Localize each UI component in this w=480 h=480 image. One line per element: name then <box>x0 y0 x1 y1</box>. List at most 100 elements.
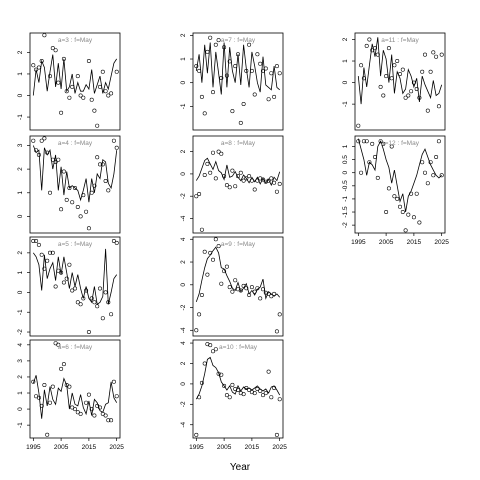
data-point <box>211 150 216 155</box>
data-point <box>84 209 89 214</box>
y-tick-label: 2 <box>17 50 24 54</box>
data-point <box>409 89 414 94</box>
data-point <box>61 362 66 367</box>
data-point <box>47 400 52 405</box>
y-tick-label: -1 <box>180 103 187 109</box>
data-point <box>269 294 274 299</box>
data-point <box>103 89 108 94</box>
data-point <box>73 286 78 291</box>
data-point <box>89 296 94 301</box>
data-point <box>202 249 207 254</box>
panel: -1 0 1 2 a=7 : f=May <box>180 32 284 131</box>
data-point <box>216 244 221 249</box>
data-point <box>381 141 386 146</box>
data-point <box>216 371 221 376</box>
data-point <box>39 138 44 143</box>
panel-label: a=4 : f=May <box>58 140 93 147</box>
data-point <box>199 380 204 385</box>
y-tick-label: 1 <box>17 391 24 395</box>
y-tick-label: 1 <box>17 270 24 274</box>
data-point <box>78 214 83 219</box>
data-point <box>414 87 419 92</box>
panel-label: a=11 : f=May <box>381 37 419 44</box>
data-point <box>436 104 441 109</box>
y-tick-label: -0.5 <box>342 180 349 192</box>
data-point <box>361 76 366 81</box>
data-point <box>431 173 436 178</box>
panel: -1 0 1 2 a=3 : f=May <box>17 32 121 131</box>
data-point <box>45 258 50 263</box>
data-point <box>230 168 235 173</box>
data-point <box>244 68 249 73</box>
data-point <box>111 138 116 143</box>
data-point <box>386 186 391 191</box>
data-point <box>114 145 119 150</box>
data-point <box>98 84 103 89</box>
plot-frame <box>192 135 284 234</box>
data-point <box>241 283 246 288</box>
data-point <box>197 68 202 73</box>
data-point <box>244 176 249 181</box>
y-tick-label: 0 <box>180 283 187 287</box>
y-tick-label: 1 <box>180 57 187 61</box>
data-point <box>86 226 91 231</box>
data-point <box>370 141 375 146</box>
data-point <box>211 90 216 95</box>
data-point <box>381 93 386 98</box>
x-tick-label: 2015 <box>245 444 260 451</box>
data-point <box>260 68 265 73</box>
panel: -4 -2 0 2 a=8 : f=May <box>180 135 284 234</box>
data-point <box>249 68 254 73</box>
data-point <box>114 240 119 245</box>
data-point <box>64 197 69 202</box>
data-point <box>222 383 227 388</box>
data-point <box>95 155 100 160</box>
data-point <box>213 347 218 352</box>
data-point <box>422 52 427 57</box>
data-point <box>255 52 260 57</box>
data-point <box>227 59 232 64</box>
panel: -1 0 1 2 3 4 1995 2005 2015 2025 a=6 : f=May <box>17 339 124 451</box>
data-point <box>202 173 207 178</box>
data-point <box>114 394 119 399</box>
y-tick-label: 1 <box>17 191 24 195</box>
data-point <box>42 33 47 38</box>
panel-label: a=10 : f=May <box>219 344 258 351</box>
data-point <box>224 393 229 398</box>
y-tick-label: 2 <box>180 33 187 37</box>
y-tick-label: 0 <box>17 93 24 97</box>
data-point <box>241 392 246 397</box>
x-tick-label: 2025 <box>434 239 449 246</box>
data-point <box>359 170 364 175</box>
data-point <box>434 54 439 59</box>
panel: -4 -2 0 2 4 1995 2005 2015 2025 a=10 : f=May <box>180 339 287 451</box>
data-point <box>50 157 55 162</box>
series-line <box>357 37 443 105</box>
data-point <box>56 268 61 273</box>
data-point <box>252 391 257 396</box>
data-point <box>67 95 72 100</box>
x-tick-label: 1995 <box>26 444 41 451</box>
data-point <box>255 178 260 183</box>
data-point <box>224 73 229 78</box>
data-point <box>73 407 78 412</box>
data-point <box>406 212 411 217</box>
data-point <box>39 58 44 63</box>
data-point <box>277 71 282 76</box>
data-point <box>378 84 383 89</box>
panel: -2 -1.5 -1 -0.5 0 0.5 1 1995 2005 2015 2025 a=12 : … <box>342 135 449 246</box>
data-point <box>86 329 91 334</box>
data-point <box>208 250 213 255</box>
data-point <box>249 285 254 290</box>
y-tick-label: 2 <box>17 375 24 379</box>
series-line <box>32 54 118 96</box>
data-point <box>233 64 238 69</box>
data-point <box>70 84 75 89</box>
data-point <box>39 252 44 257</box>
data-point <box>263 391 268 396</box>
y-tick-label: 0 <box>17 214 24 218</box>
data-point <box>64 276 69 281</box>
y-tick-label: -2 <box>342 222 349 228</box>
data-point <box>434 155 439 160</box>
data-point <box>199 94 204 99</box>
